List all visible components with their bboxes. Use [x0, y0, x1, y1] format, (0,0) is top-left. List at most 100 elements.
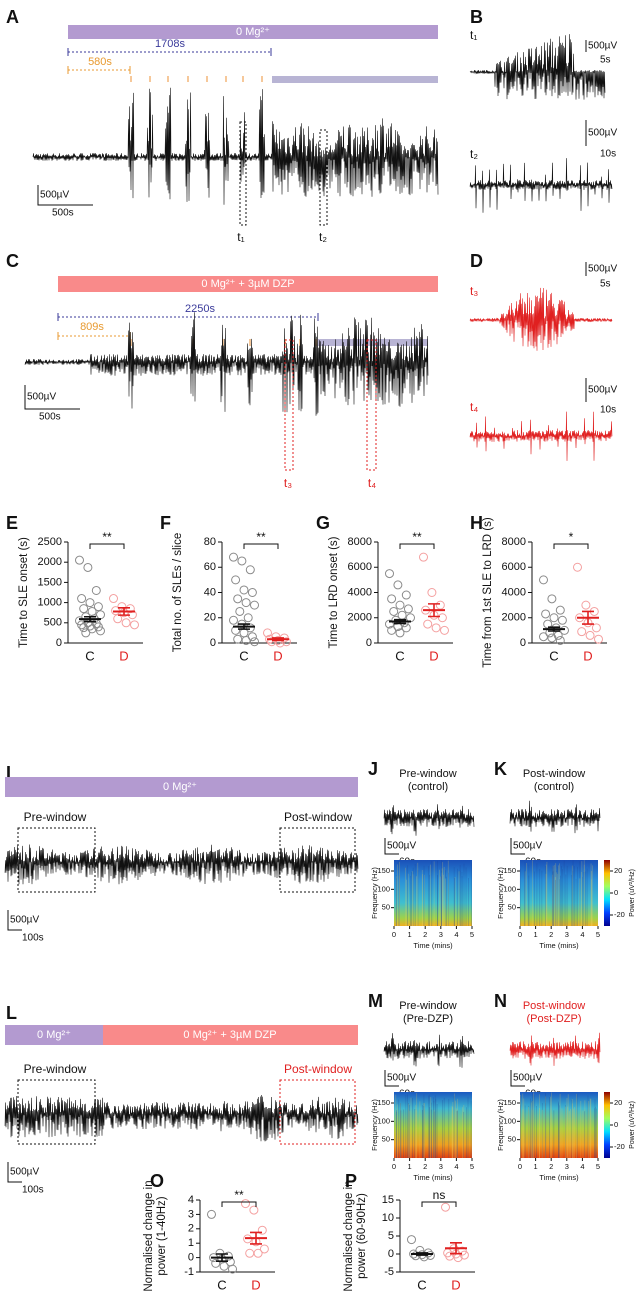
x-tick-label: 1 [534, 1162, 538, 1171]
significance-bracket [553, 543, 589, 549]
label: (Post-DZP) [527, 1013, 582, 1025]
trace [383, 804, 475, 836]
colorbar-tick-label: -20 [614, 910, 625, 919]
label: (Pre-DZP) [403, 1013, 453, 1025]
x-tick-label: 2 [549, 930, 553, 939]
data-point [401, 590, 411, 600]
data-point [250, 600, 259, 610]
data-point [437, 613, 447, 623]
sem-bar [394, 618, 406, 625]
x-axis-label: Time (mins) [413, 941, 453, 950]
label: 100s [22, 1185, 44, 1196]
significance-label: ns [433, 1188, 446, 1202]
x-tick-label: 4 [580, 930, 584, 939]
x-tick-label: C [417, 1277, 426, 1291]
colorbar-tick-label: 20 [614, 866, 622, 875]
data-point [77, 620, 87, 630]
significance-bracket [399, 543, 435, 549]
event-tick [192, 339, 194, 346]
y-tick-label: 150 [503, 866, 516, 875]
y-tick-label: 2 [188, 1223, 194, 1235]
x-tick-label: 0 [518, 930, 522, 939]
label: 500µV [588, 264, 617, 275]
label: 0 Mg²⁺ + 3µM DZP [183, 1029, 276, 1041]
x-tick-label: 1 [408, 930, 412, 939]
label: 500µV [513, 841, 542, 852]
y-tick-label: 100 [503, 1116, 516, 1125]
event-tick [149, 76, 151, 82]
x-tick-label: 1 [408, 1162, 412, 1171]
significance-bracket [89, 543, 125, 549]
trace [469, 287, 613, 351]
data-point [96, 626, 105, 636]
label: (control) [408, 781, 448, 793]
sem-bar [216, 1253, 228, 1262]
scale-bar [510, 838, 525, 855]
y-tick-label: 8000 [502, 536, 526, 548]
data-point [577, 627, 587, 637]
y-tick-label: 150 [503, 1098, 516, 1107]
sem-bar [582, 610, 594, 625]
data-point [560, 625, 569, 635]
y-tick-label: 0 [56, 637, 62, 649]
y-tick-label: 10 [382, 1212, 394, 1224]
significance-bracket [221, 1201, 257, 1207]
trace [509, 800, 601, 834]
spectrogram [520, 860, 598, 926]
x-tick-label: 2 [423, 930, 427, 939]
colorbar-label: Power (uV²/Hz) [629, 869, 636, 917]
trace [4, 1094, 359, 1142]
trace [32, 87, 439, 205]
condition-bar [5, 777, 358, 797]
y-tick-label: 4000 [502, 586, 526, 598]
scale-bar [384, 1070, 399, 1087]
label: t₂ [470, 147, 478, 161]
data-point [547, 633, 557, 643]
data-point [229, 615, 238, 625]
label: 0 Mg²⁺ [37, 1029, 71, 1041]
label: 500µV [40, 190, 69, 201]
y-axis-label: power (60-90Hz) [356, 1193, 368, 1279]
x-tick-label: 5 [470, 930, 474, 939]
x-tick-label: C [217, 1277, 226, 1291]
x-tick-label: 3 [565, 1162, 569, 1171]
data-point [267, 637, 277, 647]
data-point [555, 605, 565, 615]
scale-bar [37, 185, 93, 206]
y-axis-label: Frequency (Hz) [370, 867, 379, 919]
data-point [549, 613, 559, 623]
sem-bar [428, 603, 440, 618]
y-tick-label: 40 [204, 586, 216, 598]
data-point [259, 1244, 269, 1254]
label: Pre-window [399, 768, 457, 780]
data-point [573, 562, 582, 572]
x-tick-label: 3 [439, 930, 443, 939]
window [17, 827, 96, 893]
data-point [77, 594, 87, 604]
condition-bar [5, 1025, 103, 1045]
data-point [79, 623, 89, 633]
label: t₃ [470, 284, 478, 298]
panel-letter: L [6, 1003, 17, 1023]
colorbar-tick-label: 20 [614, 1098, 622, 1107]
data-point [393, 580, 403, 590]
data-point [229, 552, 238, 562]
x-tick-label: 0 [392, 930, 396, 939]
event-tick [187, 76, 189, 82]
label: 5s [600, 279, 611, 290]
data-point [440, 625, 449, 635]
y-tick-label: 6000 [502, 561, 526, 573]
scale-bar [7, 910, 22, 931]
label: t₃ [284, 476, 292, 490]
y-tick-label: 0 [188, 1252, 194, 1264]
scale-bar [384, 838, 399, 855]
x-tick-label: 4 [454, 1162, 458, 1171]
event-tick [130, 76, 132, 82]
data-point [459, 1250, 469, 1260]
y-tick-label: 150 [377, 1098, 390, 1107]
data-point [239, 585, 249, 595]
colorbar-label: Power (uV²/Hz) [629, 1101, 636, 1149]
data-point [385, 619, 394, 629]
data-point [431, 623, 441, 633]
